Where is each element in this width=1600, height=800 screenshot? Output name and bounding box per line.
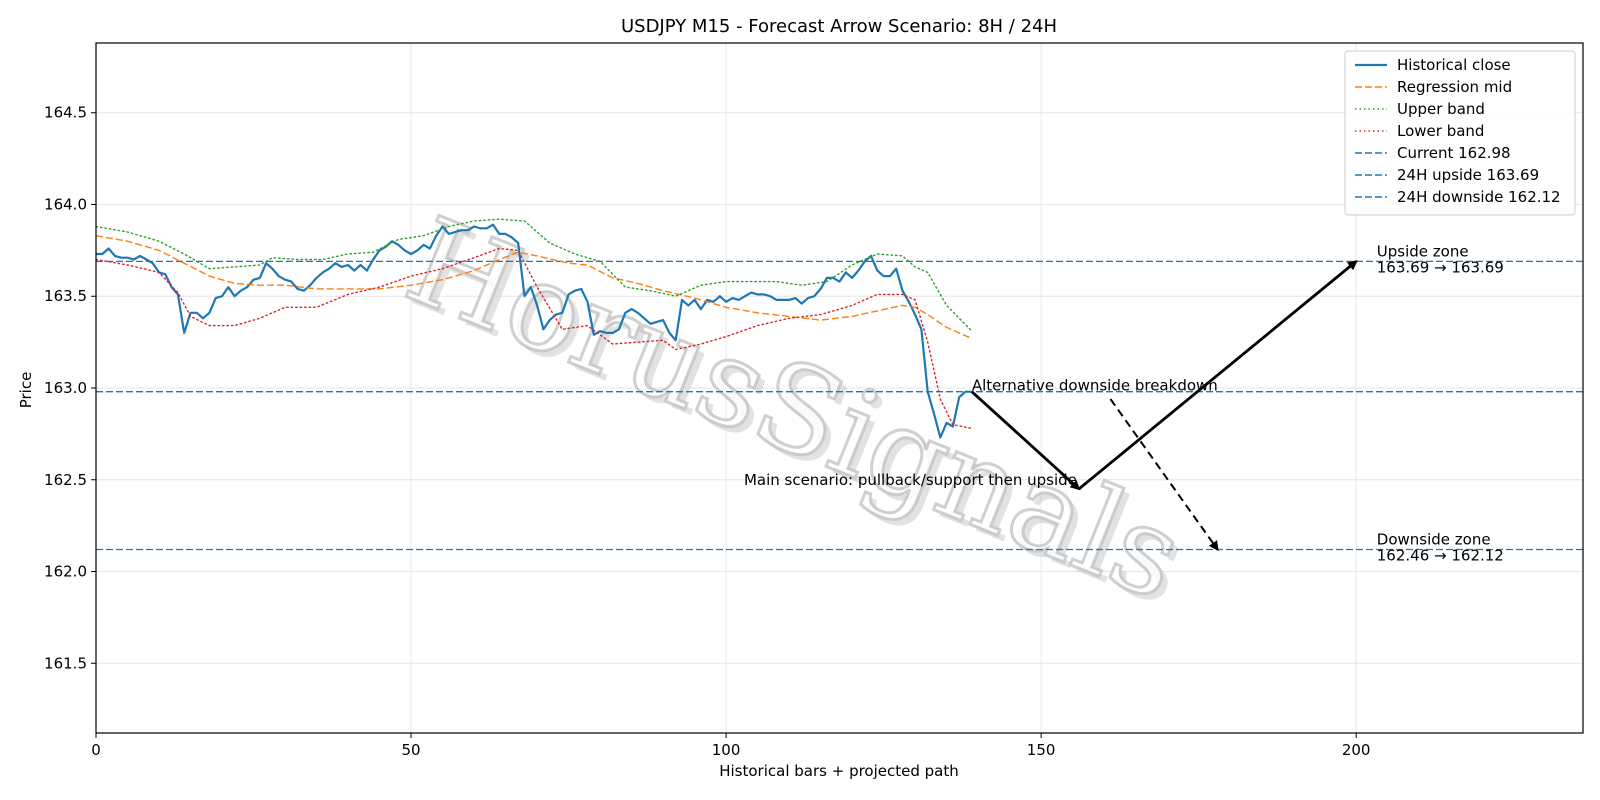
legend-label: 24H downside 162.12 bbox=[1397, 188, 1561, 206]
y-axis-label: Price bbox=[17, 372, 35, 409]
legend-label: Upper band bbox=[1397, 100, 1485, 118]
legend-label: 24H upside 163.69 bbox=[1397, 166, 1539, 184]
y-axis-ticks: 161.5 162.0 162.5 163.0 163.5 164.0 164.5 bbox=[44, 104, 96, 672]
y-tick-label: 161.5 bbox=[44, 654, 87, 672]
y-tick-label: 164.0 bbox=[44, 195, 87, 213]
y-tick-label: 163.0 bbox=[44, 379, 87, 397]
alt-scenario-label: Alternative downside breakdown bbox=[972, 377, 1218, 395]
x-tick-label: 0 bbox=[91, 741, 101, 759]
main-scenario-label: Main scenario: pullback/support then ups… bbox=[744, 471, 1077, 489]
annotation-line: 163.69 → 163.69 bbox=[1377, 258, 1504, 276]
upside-zone-label: Upside zone 163.69 → 163.69 bbox=[1377, 242, 1504, 276]
x-tick-label: 150 bbox=[1027, 741, 1056, 759]
legend-label: Lower band bbox=[1397, 122, 1484, 140]
annotation-line: Alternative downside breakdown bbox=[972, 377, 1218, 395]
annotation-line: Main scenario: pullback/support then ups… bbox=[744, 471, 1077, 489]
legend-label: Regression mid bbox=[1397, 78, 1512, 96]
legend-box bbox=[1344, 50, 1576, 216]
arrow-main-upside bbox=[1078, 260, 1358, 491]
legend: Historical close Regression mid Upper band… bbox=[1344, 50, 1576, 216]
x-tick-label: 50 bbox=[401, 741, 420, 759]
chart-title: USDJPY M15 - Forecast Arrow Scenario: 8H… bbox=[621, 16, 1057, 37]
y-tick-label: 163.5 bbox=[44, 287, 87, 305]
grid-lines bbox=[95, 43, 1583, 733]
legend-label: Current 162.98 bbox=[1397, 144, 1511, 162]
downside-zone-label: Downside zone 162.46 → 162.12 bbox=[1377, 530, 1504, 564]
x-axis-label: Historical bars + projected path bbox=[719, 762, 959, 780]
y-tick-label: 164.5 bbox=[44, 104, 87, 122]
series-line-0 bbox=[96, 223, 972, 439]
series-lines bbox=[96, 218, 973, 439]
annotation-line: Upside zone bbox=[1377, 242, 1469, 260]
annotation-line: 162.46 → 162.12 bbox=[1377, 546, 1504, 564]
y-tick-label: 162.5 bbox=[44, 471, 87, 489]
reference-lines bbox=[96, 260, 1583, 551]
watermark-text: HorusSignals bbox=[389, 192, 1201, 628]
legend-label: Historical close bbox=[1397, 56, 1511, 74]
series-line-2 bbox=[96, 218, 973, 332]
arrow-alt-downside bbox=[1109, 398, 1219, 552]
x-tick-label: 100 bbox=[712, 741, 741, 759]
series-line-1 bbox=[96, 235, 973, 340]
annotation-line: Downside zone bbox=[1377, 530, 1491, 548]
arrow-main-pullback bbox=[970, 390, 1081, 491]
x-axis-ticks: 0 50 100 150 200 bbox=[91, 733, 1370, 759]
x-tick-label: 200 bbox=[1342, 741, 1371, 759]
y-tick-label: 162.0 bbox=[44, 563, 87, 581]
watermark: HorusSignals HorusSignals bbox=[388, 191, 1207, 634]
forecast-arrows bbox=[970, 260, 1358, 552]
